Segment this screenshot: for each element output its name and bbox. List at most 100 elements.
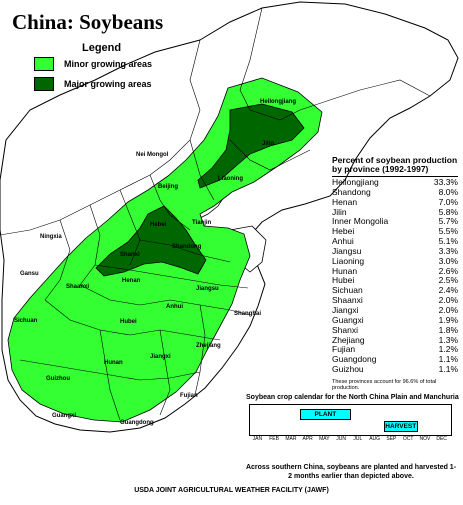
production-row: Guangdong 1.1% [332,354,458,365]
calendar-month: AUG [369,436,381,442]
label-gansu: Gansu [20,271,39,277]
province-name: Fujian [332,344,356,355]
province-percent: 2.0% [438,295,458,306]
calendar-month: OCT [402,436,414,442]
province-name: Heilongjiang [332,177,379,187]
footer-credit: USDA JOINT AGRICULTURAL WEATHER FACILITY… [134,487,329,494]
calendar-months: JAN FEB MAR APR MAY JUN JUL AUG SEP OCT NOV DEC [249,436,454,443]
province-name: Shaanxi [332,295,363,306]
province-name: Jiangxi [332,304,359,315]
major-growing-area-south [95,205,207,277]
production-note: These provinces account for 96.6% of tot… [332,378,437,392]
label-zhejiang: Zhejiang [196,343,221,349]
province-percent: 33.3% [433,177,458,187]
calendar-month: APR [302,436,313,442]
province-percent: 1.2% [438,344,458,355]
production-row: Hubei 2.5% [332,276,458,286]
calendar-box: PLANT HARVEST [249,404,452,436]
production-row: Hunan 2.6% [332,265,458,277]
label-ningxia: Ningxia [40,234,62,240]
province-name: Inner Mongolia [332,216,389,227]
major-growing-area-north [197,103,305,189]
legend-item-minor: Minor growing areas [34,57,152,71]
production-row: Fujian 1.2% [332,344,458,355]
plant-bar: PLANT [300,409,351,420]
table-divider [332,176,458,177]
label-hebei: Hebei [150,222,167,228]
province-percent: 8.0% [438,186,458,197]
calendar-month: JUL [353,436,363,442]
province-name: Liaoning [332,255,365,266]
production-row: Jilin 5.8% [332,206,458,218]
production-rows: Heilongjiang 33.3% Shandong 8.0% Henan 7.0% Ji… [332,177,458,375]
production-row: Shaanxi 2.0% [332,295,458,306]
legend-label-minor: Minor growing areas [64,59,153,69]
province-percent: 3.3% [438,245,458,256]
calendar-month: JUN [336,436,346,442]
province-name: Jiangsu [332,245,362,256]
province-name: Guangdong [332,354,377,365]
production-row: Anhui 5.1% [332,236,458,247]
production-row: Zhejiang 1.3% [332,334,458,346]
province-name: Hubei [332,275,355,286]
province-percent: 1.3% [438,334,458,345]
label-hubei: Hubei [120,319,137,325]
label-nei-mongol: Nei Mongol [136,152,169,158]
province-percent: 5.5% [438,226,458,237]
production-row: Henan 7.0% [332,196,458,208]
crop-calendar: Soybean crop calendar for the North Chin… [246,394,459,443]
label-jiangxi: Jiangxi [150,354,171,360]
province-name: Sichuan [332,285,363,296]
production-row: Inner Mongolia 5.7% [332,217,458,227]
label-jiangsu: Jiangsu [196,286,219,292]
province-percent: 2.4% [438,285,458,296]
legend-label-major: Major growing areas [64,79,152,89]
production-row: Shanxi 1.8% [332,324,458,336]
calendar-month: MAR [285,436,297,442]
label-shaanxi: Shaanxi [66,284,89,290]
province-name: Jilin [332,206,347,217]
calendar-month: FEB [269,436,279,442]
label-shanghai: Shanghai [234,311,261,317]
minor-swatch [34,57,54,71]
label-jilin: Jilin [262,141,274,147]
province-name: Henan [332,196,358,207]
label-hunan: Hunan [104,360,123,366]
production-row: Shandong 8.0% [332,186,458,198]
province-name: Zhejiang [332,334,365,345]
label-sichuan: Sichuan [14,318,38,324]
province-percent: 2.6% [438,265,458,276]
calendar-month: JAN [252,436,263,442]
province-name: Hunan [332,265,358,276]
production-table-title: Percent of soybean production by provinc… [332,155,458,174]
province-name: Guizhou [332,364,364,375]
production-row: Sichuan 2.4% [332,285,458,296]
province-percent: 7.0% [438,196,458,207]
label-liaoning: Liaoning [218,176,243,182]
calendar-month: MAY [319,436,330,442]
label-guizhou: Guizhou [46,376,70,382]
label-henan: Henan [122,278,141,284]
province-name: Shanxi [332,324,358,335]
label-tianjin: Tianjin [192,220,212,226]
production-row: Jiangsu 3.3% [332,245,458,257]
province-percent: 5.7% [438,216,458,227]
label-guangxi: Guangxi [52,413,76,419]
label-shanxi: Shanxi [120,252,140,258]
production-row: Guangxi 1.9% [332,315,458,326]
province-percent: 5.8% [438,206,458,217]
calendar-month: NOV [419,436,431,442]
province-name: Hebei [332,226,355,237]
production-row: Guizhou 1.1% [332,364,458,375]
label-heilongjiang: Heilongjiang [260,99,296,105]
label-shandong: Shandong [172,244,202,250]
production-row: Jiangxi 2.0% [332,304,458,316]
province-name: Anhui [332,236,354,247]
province-percent: 2.5% [438,275,458,286]
production-row: Liaoning 3.0% [332,255,458,267]
province-percent: 3.0% [438,255,458,266]
province-borders [0,7,431,421]
harvest-bar: HARVEST [384,421,418,432]
label-fujian: Fujian [180,393,198,399]
